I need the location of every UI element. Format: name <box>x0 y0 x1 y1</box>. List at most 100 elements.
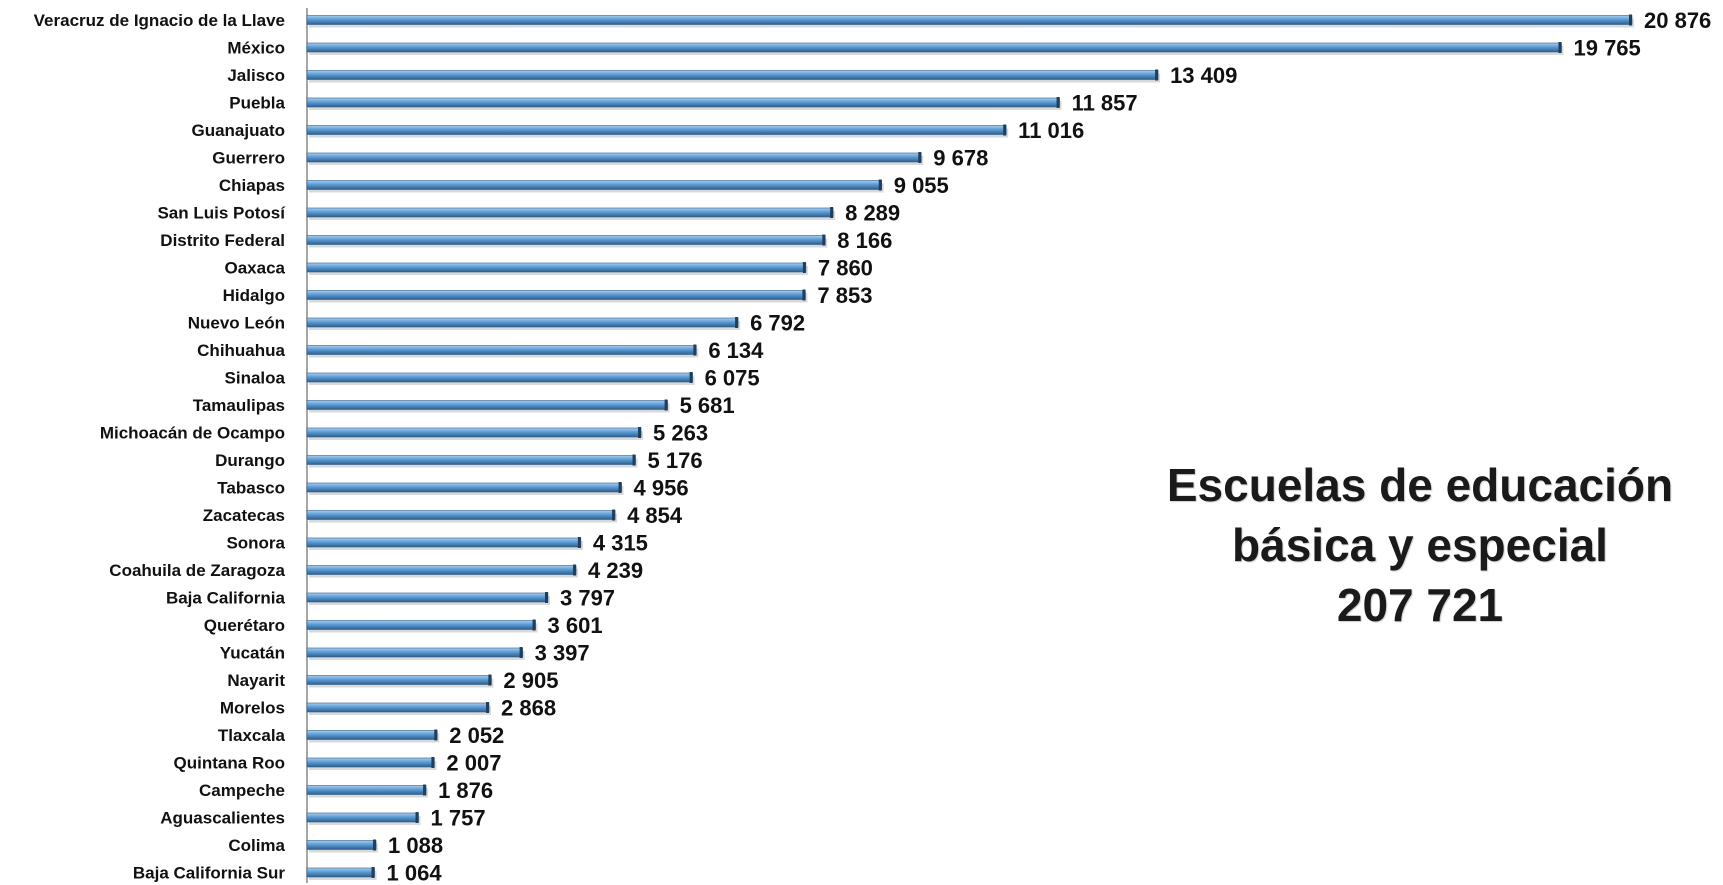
category-label: Zacatecas <box>203 506 285 525</box>
category-label: Nuevo León <box>188 314 285 333</box>
bar-end-cap <box>878 179 882 191</box>
chart-title: Escuelas de educación básica y especial … <box>1150 455 1690 635</box>
category-label: Durango <box>215 451 285 470</box>
bar <box>306 620 536 630</box>
bar-end-cap <box>612 509 616 521</box>
bar <box>306 70 1159 80</box>
bar <box>306 537 582 548</box>
bar <box>306 675 492 685</box>
title-total: 207 721 <box>1336 579 1504 631</box>
category-label: Aguascalientes <box>160 809 285 828</box>
bar <box>306 42 1562 53</box>
data-label: 3 797 <box>560 586 615 611</box>
bar <box>306 400 668 410</box>
category-label: Guanajuato <box>191 121 285 140</box>
data-label: 13 409 <box>1170 63 1237 88</box>
bar-end-cap <box>577 537 581 548</box>
category-label: Baja California <box>166 589 286 608</box>
bar <box>306 207 834 218</box>
bar-end-cap <box>415 812 419 823</box>
bar <box>306 867 375 878</box>
bar <box>306 785 427 795</box>
data-label: 1 088 <box>388 833 443 858</box>
bar <box>306 345 697 355</box>
bar-end-cap <box>1629 14 1632 26</box>
data-label: 2 052 <box>449 723 504 748</box>
data-label: 4 315 <box>593 531 648 556</box>
bar <box>306 262 807 273</box>
bar-end-cap <box>434 729 438 741</box>
category-label: Sonora <box>226 534 285 553</box>
category-label: Sinaloa <box>225 369 286 388</box>
data-label: 20 876 <box>1644 8 1711 33</box>
category-label: Michoacán de Ocampo <box>100 424 285 443</box>
data-label: 5 176 <box>648 448 703 473</box>
bar-end-cap <box>1056 97 1060 108</box>
category-label: Hidalgo <box>223 286 285 305</box>
bar <box>306 730 438 740</box>
data-label: 1 876 <box>438 778 493 803</box>
data-label: 5 263 <box>653 421 708 446</box>
data-label: 4 956 <box>634 476 689 501</box>
bar <box>306 125 1007 135</box>
bar <box>306 812 419 823</box>
category-label: Yucatán <box>220 644 285 663</box>
data-label: 6 134 <box>708 338 764 363</box>
data-label: 1 064 <box>387 861 443 885</box>
title-line-1: Escuelas de educación <box>1166 459 1674 511</box>
data-label: 8 166 <box>837 228 892 253</box>
data-label: 7 860 <box>818 256 873 281</box>
bar <box>306 565 577 575</box>
bar <box>306 647 523 658</box>
bar-end-cap <box>693 344 697 356</box>
data-label: 3 601 <box>548 613 603 638</box>
bar-end-cap <box>532 619 536 631</box>
category-label: Chihuahua <box>197 341 285 360</box>
data-label: 3 397 <box>535 641 590 666</box>
category-label: Coahuila de Zaragoza <box>109 561 285 580</box>
bar-end-cap <box>822 234 826 246</box>
category-label: Campeche <box>199 781 285 800</box>
category-label: Tamaulipas <box>193 396 285 415</box>
bar-end-cap <box>371 867 375 878</box>
bar-end-cap <box>519 647 523 658</box>
category-label: Veracruz de Ignacio de la Llave <box>34 11 285 30</box>
bar <box>306 510 616 520</box>
bar-end-cap <box>802 289 806 301</box>
title-line-2: básica y especial <box>1232 519 1608 571</box>
category-label: San Luis Potosí <box>157 204 286 223</box>
bar <box>306 592 549 603</box>
bar <box>306 15 1633 25</box>
category-label: Oaxaca <box>225 259 286 278</box>
bar-end-cap <box>373 839 377 851</box>
category-label: México <box>227 39 285 58</box>
category-label: Distrito Federal <box>160 231 285 250</box>
bar-end-cap <box>830 207 834 218</box>
bar-end-cap <box>918 152 922 163</box>
bar <box>306 702 490 713</box>
bar-end-cap <box>632 454 636 466</box>
category-label: Colima <box>228 836 285 855</box>
data-label: 5 681 <box>680 393 735 418</box>
bar-end-cap <box>1558 42 1562 53</box>
bar-end-cap <box>638 427 642 438</box>
category-label: Morelos <box>220 699 285 718</box>
bar-end-cap <box>486 702 490 713</box>
bar-end-cap <box>689 372 693 383</box>
bar <box>306 455 636 465</box>
category-label: Puebla <box>229 94 285 113</box>
bar <box>306 180 883 190</box>
data-label: 9 055 <box>894 173 949 198</box>
bar <box>306 152 922 163</box>
data-label: 2 905 <box>503 668 558 693</box>
bar <box>306 290 806 300</box>
data-label: 19 765 <box>1573 36 1640 61</box>
bar-end-cap <box>423 784 427 796</box>
category-label: Baja California Sur <box>133 864 285 883</box>
bar-end-cap <box>1155 69 1159 81</box>
data-label: 2 007 <box>446 751 501 776</box>
data-label: 8 289 <box>845 201 900 226</box>
bar-end-cap <box>1003 124 1007 136</box>
data-label: 6 792 <box>750 311 805 336</box>
